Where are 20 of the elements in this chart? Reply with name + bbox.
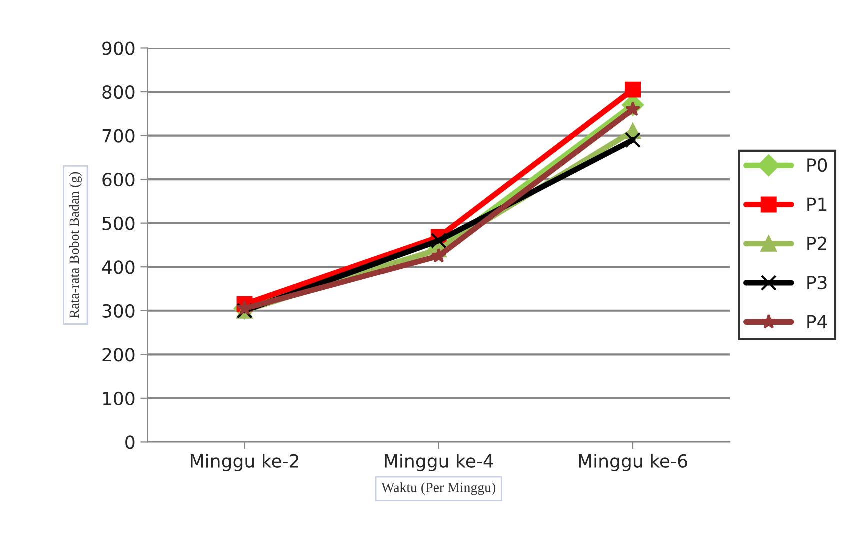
legend-label: P3: [808, 276, 827, 290]
y-tick-label: 500: [102, 216, 135, 230]
legend-label: P4: [808, 315, 828, 328]
y-tick-label: 600: [102, 173, 135, 187]
y-tick-label: 0: [126, 436, 135, 450]
y-tick-label: 700: [102, 129, 135, 143]
y-tick-label: 400: [102, 260, 135, 274]
y-tick-label: 100: [103, 392, 135, 406]
y-tick-label: 800: [102, 85, 135, 100]
legend-label: P1: [808, 198, 827, 212]
x-tick-label: Minggu ke-2: [191, 454, 298, 472]
legend-label: P0: [808, 158, 828, 172]
y-tick-label: 200: [102, 348, 135, 362]
legend-label: P2: [808, 236, 826, 250]
y-tick-label: 300: [102, 304, 135, 318]
x-axis-title: Waktu (Per Minggu): [382, 482, 496, 496]
x-tick-label: Minggu ke-6: [579, 454, 688, 472]
y-axis-title: Rata-rata Bobot Badan (g): [69, 172, 82, 318]
y-tick-label: 900: [102, 42, 135, 56]
x-tick-label: Minggu ke-4: [385, 454, 494, 472]
